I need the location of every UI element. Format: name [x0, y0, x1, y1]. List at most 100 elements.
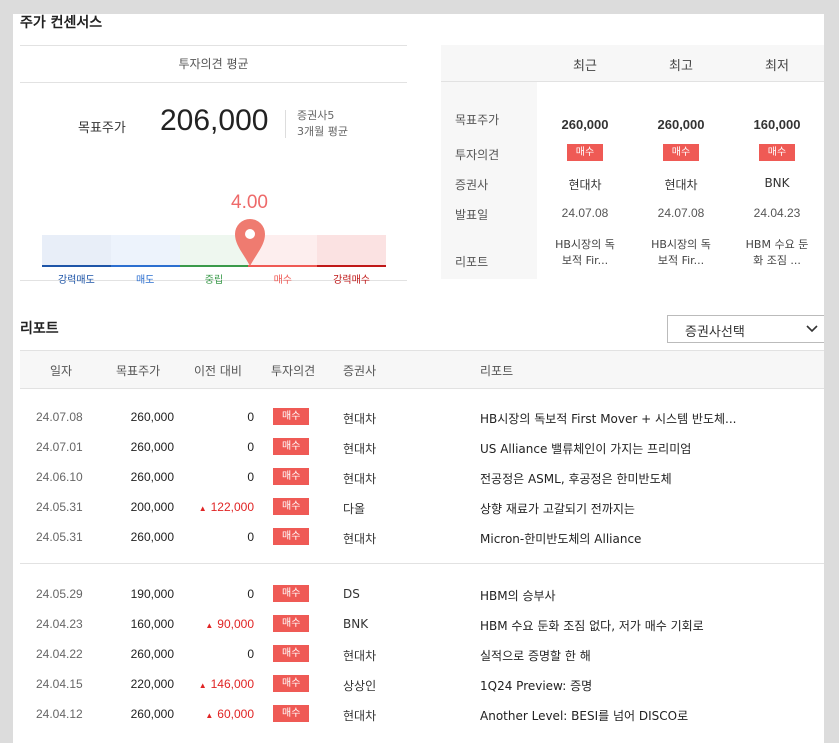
col-header-target: 목표주가 [116, 364, 161, 378]
row-change-value: 122,000 [210, 500, 254, 514]
target-price-meta: 증권사5 3개월 평균 [297, 108, 348, 140]
col-header-broker: 증권사 [343, 364, 377, 378]
row-target-price: 260,000 [130, 530, 174, 544]
table-row[interactable]: 24.04.15 220,000 ▲ 146,000 매수 상상인 1Q24 Preview… [20, 669, 824, 699]
row-report-link[interactable]: 상향 재료가 고갈되기 전까지는 [480, 502, 635, 516]
broker-count: 증권사5 [297, 109, 335, 122]
low-report-link[interactable]: HBM 수요 둔 화 조짐 ... [729, 237, 824, 269]
low-broker: BNK [764, 176, 790, 190]
summary-values-area [537, 82, 824, 279]
row-date: 24.06.10 [36, 470, 83, 484]
high-opinion-badge: 매수 [662, 144, 700, 161]
recent-target: 260,000 [561, 117, 609, 132]
row-broker: 현대차 [343, 649, 377, 663]
low-report-line1: HBM 수요 둔 [745, 238, 809, 251]
row-opinion-badge: 매수 [273, 408, 310, 425]
row-broker: 현대차 [343, 709, 377, 723]
high-report-link[interactable]: HB시장의 독 보적 Fir... [633, 237, 729, 269]
summary-header-row [441, 45, 824, 82]
row-change-value: 0 [247, 440, 254, 454]
row-date: 24.05.31 [36, 500, 83, 514]
row-label-target: 목표주가 [455, 113, 500, 127]
row-report-link[interactable]: US Alliance 밸류체인이 가지는 프리미엄 [480, 442, 692, 456]
divider [285, 110, 286, 138]
row-change-value: 0 [247, 587, 254, 601]
row-date: 24.04.23 [36, 617, 83, 631]
target-price-label: 목표주가 [78, 121, 126, 136]
row-report-link[interactable]: HBM의 승부사 [480, 589, 556, 603]
row-date: 24.07.01 [36, 440, 83, 454]
scale-label-neutral: 중립 [204, 275, 224, 286]
scale-label-sell: 매도 [135, 275, 155, 286]
col-header-date: 일자 [50, 364, 73, 378]
row-report-link[interactable]: Another Level: BESI를 넘어 DISCO로 [480, 709, 689, 723]
row-report-link[interactable]: HB시장의 독보적 First Mover + 시스템 반도체... [480, 412, 737, 426]
table-row[interactable]: 24.07.08 260,000 0 매수 현대차 HB시장의 독보적 First Mov… [20, 402, 824, 432]
up-triangle-icon: ▲ [205, 711, 214, 720]
row-report-link[interactable]: HBM 수요 둔화 조짐 없다, 저가 매수 기회로 [480, 619, 704, 633]
recent-report-line2: 보적 Fir... [561, 254, 609, 267]
table-row[interactable]: 24.04.22 260,000 0 매수 현대차 실적으로 증명할 한 해 [20, 639, 824, 669]
row-change: 0 [170, 530, 254, 544]
row-target-price: 160,000 [130, 617, 174, 631]
row-report-link[interactable]: 1Q24 Preview: 증명 [480, 679, 593, 693]
row-change-value: 0 [247, 647, 254, 661]
row-broker: DS [343, 587, 360, 601]
row-opinion-badge: 매수 [273, 438, 310, 455]
scale-label-strong-sell: 강력매도 [57, 275, 95, 286]
low-target: 160,000 [753, 117, 801, 132]
up-triangle-icon: ▲ [198, 504, 207, 513]
up-triangle-icon: ▲ [198, 681, 207, 690]
opinion-average-box: 투자의견 평균 목표주가 206,000 증권사5 3개월 평균 4.00 강력… [20, 45, 407, 286]
recent-report-line1: HB시장의 독 [555, 238, 615, 251]
scale-segment-strong-sell [42, 235, 111, 267]
recent-report-link[interactable]: HB시장의 독 보적 Fir... [537, 237, 633, 269]
reports-title: 리포트 [20, 321, 59, 337]
up-triangle-icon: ▲ [205, 621, 214, 630]
recent-opinion-badge: 매수 [566, 144, 604, 161]
table-row[interactable]: 24.06.10 260,000 0 매수 현대차 전공정은 ASML, 후공정은 한미반… [20, 462, 824, 492]
row-opinion-badge: 매수 [273, 675, 310, 692]
row-label-date: 발표일 [455, 208, 489, 222]
row-change-value: 90,000 [217, 617, 254, 631]
scale-segment-sell [110, 235, 180, 267]
table-row[interactable]: 24.05.29 190,000 0 매수 DS HBM의 승부사 [20, 579, 824, 609]
row-change-value: 0 [247, 530, 254, 544]
row-target-price: 260,000 [130, 470, 174, 484]
opinion-average-header: 투자의견 평균 [20, 46, 407, 83]
table-row[interactable]: 24.04.12 260,000 ▲ 60,000 매수 현대차 Another Level… [20, 699, 824, 729]
broker-select-dropdown[interactable]: 증권사선택 [667, 315, 824, 343]
high-target: 260,000 [657, 117, 705, 132]
col-header-opinion: 투자의견 [271, 364, 316, 378]
scale-labels: 강력매도 매도 중립 매수 강력매수 [42, 271, 386, 286]
table-row[interactable]: 24.04.23 160,000 ▲ 90,000 매수 BNK HBM 수요 둔화 조짐 … [20, 609, 824, 639]
row-change-value: 146,000 [210, 677, 254, 691]
group-divider [20, 563, 824, 564]
row-report-link[interactable]: 전공정은 ASML, 후공정은 한미반도체 [480, 472, 672, 486]
row-report-link[interactable]: 실적으로 증명할 한 해 [480, 649, 591, 663]
col-header-low: 최저 [765, 59, 789, 74]
col-header-report: 리포트 [480, 364, 514, 378]
row-broker: 상상인 [343, 679, 377, 693]
table-row[interactable]: 24.05.31 260,000 0 매수 현대차 Micron-한미반도체의 Allia… [20, 522, 824, 552]
scale-label-buy: 매수 [273, 275, 292, 286]
row-label-report: 리포트 [455, 255, 489, 269]
consensus-summary-table: 최근 최고 최저 목표주가 투자의견 증권사 발표일 리포트 260,000 매… [441, 45, 824, 279]
opinion-scale-bar [42, 235, 386, 267]
row-change: ▲ 122,000 [170, 500, 254, 514]
row-report-link[interactable]: Micron-한미반도체의 Alliance [480, 532, 642, 546]
row-opinion-badge: 매수 [273, 528, 310, 545]
row-change: 0 [170, 410, 254, 424]
row-broker: 현대차 [343, 472, 377, 486]
table-row[interactable]: 24.05.31 200,000 ▲ 122,000 매수 다올 상향 재료가 고갈되기 전… [20, 492, 824, 522]
row-target-price: 260,000 [130, 707, 174, 721]
high-broker: 현대차 [664, 178, 698, 192]
row-date: 24.04.22 [36, 647, 83, 661]
average-period: 3개월 평균 [297, 125, 348, 138]
section-title: 주가 컨센서스 [20, 15, 103, 31]
col-header-recent: 최근 [573, 59, 597, 74]
table-row[interactable]: 24.07.01 260,000 0 매수 현대차 US Alliance 밸류체인이 가… [20, 432, 824, 462]
reports-table-header: 일자 목표주가 이전 대비 투자의견 증권사 리포트 [20, 350, 824, 389]
row-broker: 현대차 [343, 412, 377, 426]
row-change: ▲ 60,000 [170, 707, 254, 721]
